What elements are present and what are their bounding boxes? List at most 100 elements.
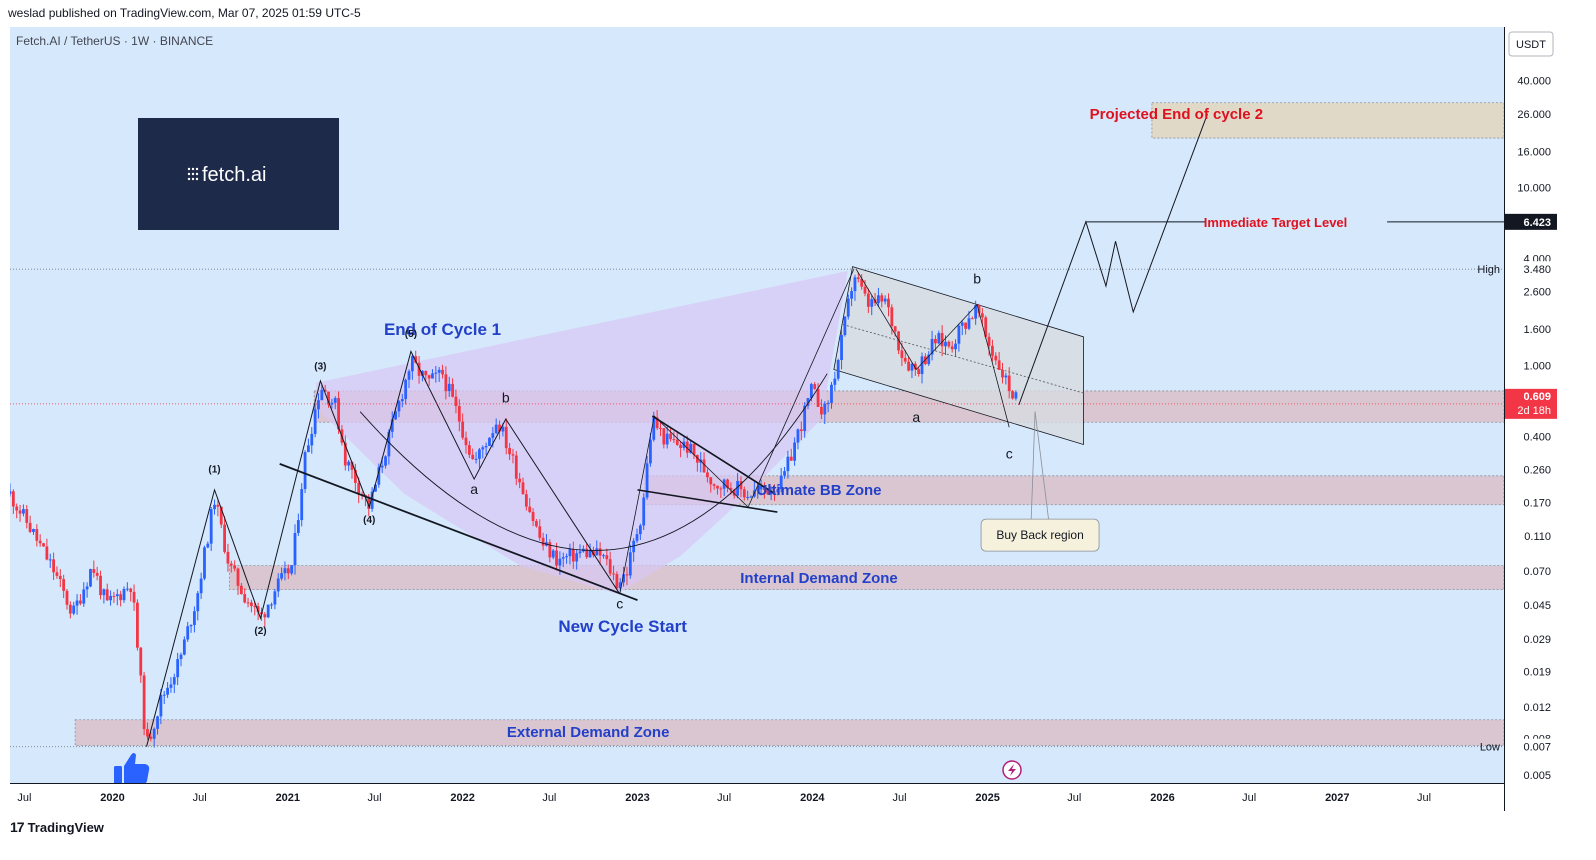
x-tick-label: Jul bbox=[1417, 792, 1431, 804]
annotation-wave-a1: a bbox=[470, 481, 478, 497]
candle-body bbox=[887, 298, 890, 308]
price-chart[interactable]: End of Cycle 1 New Cycle Start Ultimate BB… bbox=[10, 27, 1558, 811]
candle-body bbox=[380, 465, 384, 468]
candle bbox=[457, 399, 461, 432]
candle-body bbox=[518, 478, 522, 483]
wedge-upper-line[interactable] bbox=[651, 415, 776, 495]
candle-body bbox=[384, 456, 387, 466]
candle bbox=[478, 447, 481, 469]
candle bbox=[206, 541, 210, 549]
candle-body bbox=[421, 371, 424, 376]
candle bbox=[333, 396, 337, 410]
candle-body bbox=[25, 509, 29, 523]
candle bbox=[320, 384, 324, 401]
candle bbox=[152, 727, 156, 748]
zone-ultimate-bb-zone[interactable] bbox=[643, 475, 1504, 506]
candle bbox=[474, 451, 478, 464]
candle-body bbox=[524, 494, 528, 507]
candle bbox=[920, 352, 924, 384]
price-tag-target[interactable] bbox=[1505, 213, 1557, 230]
candle-body bbox=[236, 568, 240, 586]
candle-body bbox=[48, 559, 52, 561]
candle-body bbox=[635, 534, 639, 541]
candle bbox=[99, 570, 102, 600]
x-tick-label: Jul bbox=[1067, 792, 1081, 804]
candle-body bbox=[689, 443, 693, 453]
candle-body bbox=[38, 540, 42, 544]
candle-body bbox=[276, 578, 280, 592]
candle bbox=[65, 588, 69, 610]
candle-body bbox=[642, 497, 646, 526]
candle-body bbox=[444, 374, 448, 392]
candle bbox=[954, 339, 957, 357]
y-tick-label: 0.019 bbox=[1523, 667, 1551, 679]
candle-body bbox=[575, 553, 579, 562]
candle-body bbox=[300, 489, 304, 521]
wave-abc-2[interactable] bbox=[855, 268, 1010, 428]
candle bbox=[172, 673, 176, 694]
tradingview-footer[interactable]: 17 TradingView bbox=[10, 819, 104, 835]
candle bbox=[317, 393, 320, 419]
candle bbox=[635, 528, 639, 544]
candle-body bbox=[62, 579, 66, 591]
candle bbox=[176, 652, 180, 686]
x-tick-label: Jul bbox=[17, 792, 31, 804]
candle bbox=[129, 587, 133, 602]
candle-body bbox=[595, 548, 599, 556]
elliott-wave-cycle-1[interactable] bbox=[146, 350, 621, 747]
projection-path[interactable] bbox=[1018, 113, 1208, 406]
candle-body bbox=[602, 555, 605, 557]
candle-body bbox=[561, 557, 565, 559]
candle-body bbox=[337, 398, 340, 430]
candle-body bbox=[846, 298, 850, 317]
candle bbox=[441, 364, 444, 379]
candle-body bbox=[1011, 391, 1014, 399]
candle-body bbox=[856, 277, 860, 279]
price-axis[interactable] bbox=[1504, 27, 1558, 811]
candle-body bbox=[99, 575, 102, 596]
candle-body bbox=[910, 363, 914, 371]
candle-body bbox=[880, 295, 884, 302]
candle bbox=[702, 452, 706, 473]
candle-body bbox=[716, 485, 719, 489]
candle bbox=[179, 652, 183, 667]
time-axis[interactable] bbox=[10, 783, 1504, 811]
candle bbox=[826, 400, 830, 413]
candle bbox=[568, 543, 572, 565]
candle-body bbox=[22, 509, 25, 514]
candle-body bbox=[68, 604, 72, 614]
candle bbox=[38, 534, 42, 547]
currency-button[interactable]: USDT bbox=[1508, 31, 1554, 57]
candle-body bbox=[850, 291, 854, 299]
wedge-lower-line[interactable] bbox=[637, 489, 778, 513]
buy-back-callout[interactable] bbox=[980, 518, 1100, 552]
candle bbox=[273, 588, 277, 610]
wave-up-2[interactable] bbox=[619, 268, 855, 595]
cycle-1-support-line[interactable] bbox=[279, 463, 638, 601]
candle bbox=[263, 611, 267, 627]
candle bbox=[310, 427, 314, 454]
candle-body bbox=[779, 475, 783, 490]
zone-projected-end-of-cycle-2[interactable] bbox=[1151, 102, 1504, 139]
candle bbox=[313, 403, 317, 438]
candle-body bbox=[75, 600, 79, 606]
thumbs-up-icon bbox=[114, 753, 150, 784]
candle-body bbox=[488, 437, 491, 446]
candle bbox=[866, 288, 870, 314]
candle bbox=[243, 588, 247, 604]
candle bbox=[799, 421, 803, 441]
rounding-bottom-arc[interactable] bbox=[359, 373, 828, 551]
candle-body bbox=[246, 602, 250, 604]
candle-body bbox=[608, 559, 612, 574]
chart-panel[interactable]: End of Cycle 1 New Cycle Start Ultimate BB… bbox=[10, 27, 1558, 811]
candle bbox=[253, 602, 257, 616]
candle-body bbox=[1007, 375, 1011, 392]
price-tag-current[interactable] bbox=[1505, 388, 1557, 419]
zone-external-demand-zone[interactable] bbox=[74, 719, 1504, 747]
candle bbox=[618, 578, 622, 592]
candle-body bbox=[813, 384, 817, 389]
candle-body bbox=[662, 428, 666, 445]
candle bbox=[300, 483, 304, 527]
annotation-buy-back: Buy Back region bbox=[996, 528, 1083, 542]
candle-body bbox=[991, 345, 994, 356]
